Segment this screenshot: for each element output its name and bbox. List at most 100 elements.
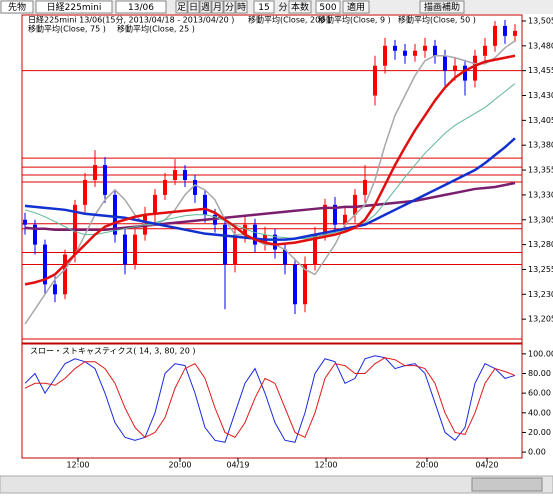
period-button[interactable]: 月 bbox=[213, 2, 222, 13]
candle-body bbox=[53, 284, 57, 295]
y-tick-label: 100.00 bbox=[528, 349, 553, 358]
count-input-box[interactable] bbox=[315, 0, 341, 14]
product-select[interactable]: 日経225mini bbox=[47, 1, 102, 13]
contract-select-box[interactable] bbox=[115, 0, 167, 14]
draw-button[interactable]: 描画補助 bbox=[424, 1, 460, 13]
candle-body bbox=[123, 234, 127, 265]
candle-body bbox=[353, 194, 357, 215]
legend-entry: 移動平均(Close, 50 ) bbox=[398, 15, 476, 25]
market-select[interactable]: 先物 bbox=[8, 1, 26, 13]
period-button-box[interactable] bbox=[175, 0, 188, 14]
interval-unit: 分 bbox=[278, 2, 287, 13]
market-select-box[interactable] bbox=[0, 0, 34, 14]
y-tick-label: 13,455 bbox=[528, 66, 553, 75]
candle-body bbox=[183, 170, 187, 180]
candle-body bbox=[323, 204, 327, 235]
period-button-box[interactable] bbox=[223, 0, 236, 14]
candle-body bbox=[423, 45, 427, 51]
y-tick-label: 13,355 bbox=[528, 166, 553, 175]
candle-body bbox=[173, 170, 177, 180]
candle-body bbox=[203, 194, 207, 215]
candle-body bbox=[383, 45, 387, 66]
candle-body bbox=[493, 25, 497, 46]
legend-entry: 移動平均(Close, 75 ) bbox=[28, 24, 106, 34]
product-select-box[interactable] bbox=[35, 0, 113, 14]
candle-body bbox=[343, 214, 347, 225]
chart-title: 日経225mini 13/06(15分, 2013/04/18 - 2013/0… bbox=[28, 15, 234, 25]
candle-body bbox=[363, 179, 367, 195]
legend-entry: 移動平均(Close, 200 ) bbox=[248, 15, 331, 25]
count-button-box[interactable] bbox=[288, 0, 312, 14]
y-tick-label: 13,230 bbox=[528, 290, 553, 299]
candle-body bbox=[413, 50, 417, 56]
candle-body bbox=[393, 45, 397, 51]
draw-button-box[interactable] bbox=[419, 0, 465, 14]
period-button[interactable]: 日 bbox=[189, 2, 198, 13]
stoch-title: スロー・ストキャスティクス( 14, 3, 80, 20 ) bbox=[30, 347, 196, 356]
scrollbar[interactable] bbox=[0, 475, 553, 494]
candle-body bbox=[273, 234, 277, 250]
y-tick-label: 13,505 bbox=[528, 16, 553, 25]
y-tick-label: 0.00 bbox=[528, 448, 546, 457]
scroll-thumb[interactable] bbox=[471, 477, 543, 492]
y-tick-label: 13,205 bbox=[528, 315, 553, 324]
candle-body bbox=[93, 165, 97, 180]
candle-body bbox=[233, 234, 237, 265]
y-tick-label: 13,480 bbox=[528, 41, 553, 50]
ma-line bbox=[24, 83, 516, 240]
x-tick-label: 04/20 bbox=[475, 461, 498, 470]
candle-body bbox=[483, 45, 487, 56]
x-tick-label: 04/19 bbox=[226, 461, 249, 470]
y-tick-label: 13,305 bbox=[528, 215, 553, 224]
candle-body bbox=[433, 45, 437, 56]
ma-line bbox=[24, 137, 516, 241]
stoch-line bbox=[24, 357, 516, 439]
candle-body bbox=[293, 264, 297, 305]
period-button[interactable]: 分 bbox=[225, 2, 234, 13]
stoch-line bbox=[24, 355, 516, 443]
y-tick-label: 40.00 bbox=[528, 408, 551, 417]
x-tick-label: 12:00 bbox=[314, 461, 337, 470]
x-tick-label: 20:00 bbox=[415, 461, 438, 470]
period-button[interactable]: 週 bbox=[201, 2, 210, 13]
apply-button[interactable]: 適用 bbox=[347, 1, 365, 13]
candle-body bbox=[243, 224, 247, 235]
apply-button-box[interactable] bbox=[342, 0, 370, 14]
count-input[interactable]: 500 bbox=[319, 3, 336, 13]
interval-input-box[interactable] bbox=[253, 0, 275, 14]
candle-body bbox=[63, 254, 67, 295]
candle-body bbox=[303, 264, 307, 305]
period-button-box[interactable] bbox=[199, 0, 212, 14]
y-tick-label: 20.00 bbox=[528, 428, 551, 437]
period-button-box[interactable] bbox=[211, 0, 224, 14]
y-tick-label: 13,255 bbox=[528, 265, 553, 274]
candle-body bbox=[373, 65, 377, 96]
y-tick-label: 60.00 bbox=[528, 389, 551, 398]
period-button[interactable]: 時 bbox=[237, 2, 246, 13]
count-button[interactable]: 本数 bbox=[291, 1, 309, 13]
candle-body bbox=[453, 65, 457, 71]
candle-body bbox=[513, 30, 517, 36]
legend-entry: 移動平均(Close, 9 ) bbox=[318, 15, 391, 25]
y-tick-label: 13,330 bbox=[528, 190, 553, 199]
candle-body bbox=[33, 224, 37, 245]
candle-body bbox=[333, 204, 337, 225]
period-button-box[interactable] bbox=[235, 0, 248, 14]
contract-select[interactable]: 13/06 bbox=[128, 3, 154, 13]
period-button[interactable]: 足 bbox=[177, 2, 186, 13]
candle-body bbox=[163, 179, 167, 195]
y-tick-label: 13,430 bbox=[528, 91, 553, 100]
candle-body bbox=[113, 194, 117, 235]
y-tick-label: 80.00 bbox=[528, 369, 551, 378]
interval-input[interactable]: 15 bbox=[258, 3, 269, 13]
ma-line bbox=[24, 181, 516, 231]
candle-body bbox=[473, 55, 477, 81]
candle-body bbox=[223, 224, 227, 265]
ma-line bbox=[24, 54, 516, 286]
candle-body bbox=[193, 179, 197, 195]
candle-body bbox=[153, 194, 157, 215]
y-tick-label: 13,380 bbox=[528, 141, 553, 150]
period-button-box[interactable] bbox=[187, 0, 200, 14]
